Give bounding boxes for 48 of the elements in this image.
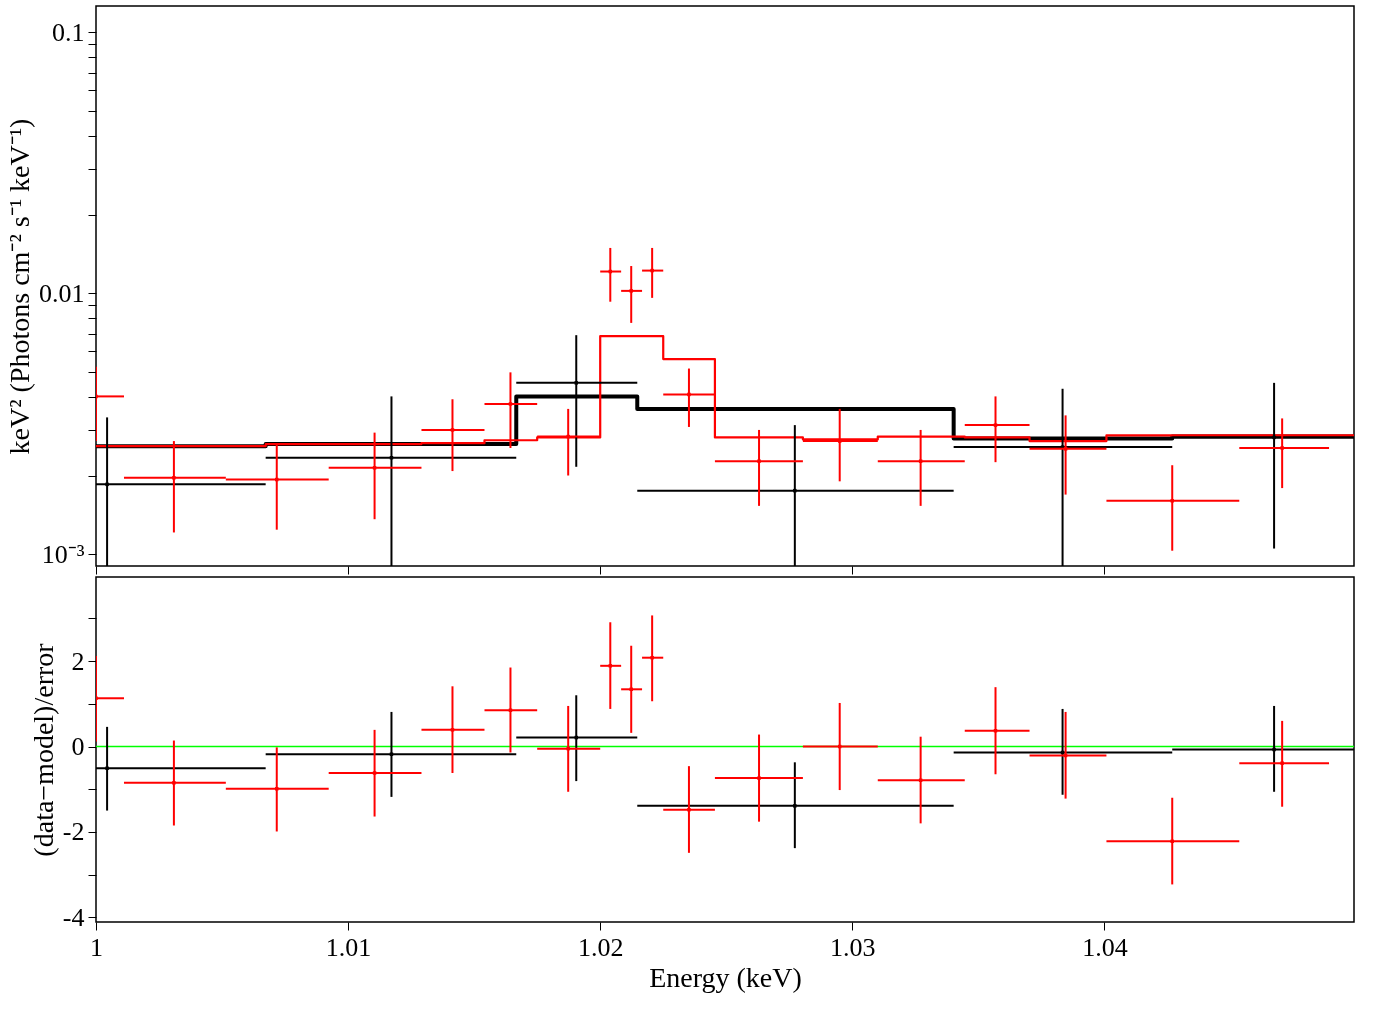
point: [508, 402, 513, 406]
point: [1170, 499, 1174, 503]
point: [566, 746, 570, 751]
point: [450, 428, 455, 432]
y-tick-label: 0.1: [52, 17, 85, 47]
point: [793, 804, 797, 808]
point: [105, 482, 109, 487]
point: [1280, 761, 1284, 765]
point: [757, 776, 761, 780]
point: [1280, 446, 1284, 450]
point: [372, 466, 377, 470]
x-tick-label: 1.01: [325, 932, 372, 962]
x-axis-title: Energy (keV): [649, 961, 802, 993]
point: [172, 476, 176, 480]
point: [450, 728, 455, 732]
point: [687, 807, 691, 812]
point: [372, 771, 377, 775]
point: [793, 488, 797, 493]
point: [608, 664, 613, 668]
y-axis-title: keV² (Photons cm⁻² s⁻¹ keV⁻¹): [4, 118, 35, 455]
y-tick-label: -2: [62, 817, 85, 847]
point: [275, 787, 279, 791]
point: [757, 459, 761, 463]
point: [650, 268, 654, 273]
point: [1272, 435, 1276, 440]
x-tick-label: 1.02: [577, 932, 624, 962]
point: [918, 459, 923, 463]
point: [566, 434, 570, 439]
y-tick-label: 10⁻³: [41, 539, 85, 569]
x-tick-label: 1.04: [1082, 932, 1128, 962]
point: [687, 392, 691, 397]
point: [629, 289, 633, 293]
y-tick-label: -4: [62, 902, 85, 932]
y-tick-label: 0.01: [39, 278, 85, 308]
point: [172, 781, 176, 785]
point: [574, 381, 578, 385]
x-tick-label: 1.03: [830, 932, 876, 962]
y-tick-label: 0: [71, 732, 85, 762]
point: [993, 423, 998, 427]
point: [1272, 747, 1276, 752]
y-axis-title: (data−model)/error: [27, 642, 59, 857]
point: [389, 752, 394, 756]
point: [650, 655, 654, 660]
point: [508, 708, 513, 712]
y-tick-label: 2: [71, 646, 85, 676]
point: [105, 766, 109, 771]
point: [629, 687, 633, 692]
x-tick-label: 1: [90, 932, 103, 962]
